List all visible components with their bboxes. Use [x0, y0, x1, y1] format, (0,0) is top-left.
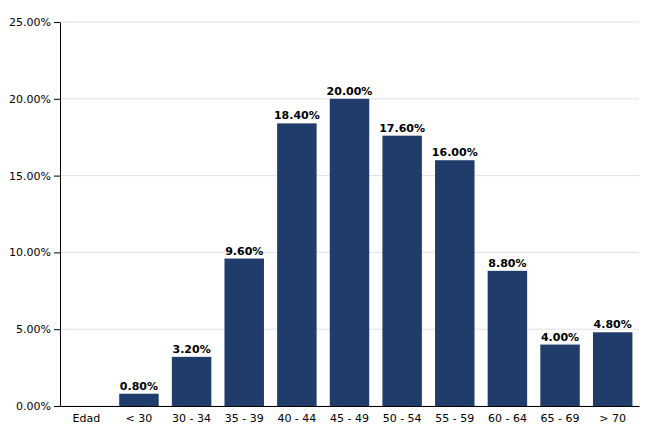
y-tick: 5.00% — [16, 323, 60, 336]
bar — [488, 271, 527, 406]
x-tick: > 70 — [599, 406, 626, 425]
x-tick-label: 55 - 59 — [435, 412, 474, 425]
x-tick-label: < 30 — [126, 412, 153, 425]
chart: 0.80% 3.20% 9.60% 18.40% 20.00% 17.60% 16.00% 8… — [0, 0, 651, 440]
y-tick-mark — [54, 22, 60, 23]
x-tick-label: 30 - 34 — [172, 412, 211, 425]
data-label: 20.00% — [327, 85, 373, 98]
x-tick: 60 - 64 — [488, 406, 527, 425]
y-tick-label: 25.00% — [9, 16, 51, 29]
data-labels: 0.80% 3.20% 9.60% 18.40% 20.00% 17.60% 16.00% 8… — [120, 85, 632, 393]
x-tick-label: > 70 — [599, 412, 626, 425]
data-label: 4.80% — [594, 318, 632, 331]
y-tick-label: 20.00% — [9, 93, 51, 106]
y-tick: 25.00% — [9, 16, 60, 29]
y-tick-mark — [54, 329, 60, 330]
y-axis: 0.00% 5.00% 10.00% 15.00% 20.00% 25.00% — [9, 16, 60, 413]
x-tick-label: 45 - 49 — [330, 412, 369, 425]
y-tick-label: 5.00% — [16, 323, 51, 336]
y-tick-mark — [54, 99, 60, 100]
x-axis-line — [61, 406, 640, 407]
x-tick: 50 - 54 — [383, 406, 422, 425]
y-tick-mark — [54, 176, 60, 177]
bar — [435, 160, 474, 406]
data-label: 4.00% — [541, 331, 579, 344]
x-axis: Edad < 30 30 - 34 35 - 39 40 - 44 45 - 49 50 -… — [61, 406, 640, 425]
data-label: 18.40% — [274, 109, 320, 122]
bar — [172, 357, 211, 406]
y-axis-line — [60, 23, 61, 407]
grid — [60, 22, 639, 406]
x-tick-label: 40 - 44 — [277, 412, 316, 425]
x-tick: 35 - 39 — [225, 406, 264, 425]
y-tick-label: 15.00% — [9, 170, 51, 183]
x-tick-label: 50 - 54 — [383, 412, 422, 425]
plot-area — [119, 99, 632, 406]
x-tick: 55 - 59 — [435, 406, 474, 425]
data-label: 9.60% — [225, 245, 263, 258]
y-tick: 0.00% — [16, 400, 60, 413]
x-tick: 45 - 49 — [330, 406, 369, 425]
x-tick: 40 - 44 — [277, 406, 316, 425]
x-axis-label: Edad — [72, 412, 100, 425]
bar — [540, 345, 579, 406]
y-tick-label: 0.00% — [16, 400, 51, 413]
bar — [382, 136, 421, 406]
y-tick: 20.00% — [9, 93, 60, 106]
bar — [277, 123, 316, 406]
grid-line — [60, 22, 639, 23]
data-label: 16.00% — [432, 146, 478, 159]
y-tick: 10.00% — [9, 246, 60, 259]
data-label: 3.20% — [173, 343, 211, 356]
y-tick-label: 10.00% — [9, 246, 51, 259]
x-tick-label: 65 - 69 — [541, 412, 580, 425]
data-label: 8.80% — [488, 257, 526, 270]
x-tick: 65 - 69 — [541, 406, 580, 425]
x-tick: 30 - 34 — [172, 406, 211, 425]
y-tick: 15.00% — [9, 170, 60, 183]
chart-container: 0.80% 3.20% 9.60% 18.40% 20.00% 17.60% 16.00% 8… — [0, 0, 651, 440]
data-label: 17.60% — [379, 122, 425, 135]
x-tick-label: 35 - 39 — [225, 412, 264, 425]
data-label: 0.80% — [120, 380, 158, 393]
bar — [330, 99, 369, 406]
x-tick: < 30 — [126, 406, 153, 425]
x-axis-label-tick: Edad — [72, 406, 100, 425]
bar — [593, 332, 632, 406]
y-tick-mark — [54, 406, 60, 407]
y-tick-mark — [54, 252, 60, 253]
bar — [119, 394, 158, 406]
bar — [224, 259, 263, 406]
x-tick-label: 60 - 64 — [488, 412, 527, 425]
